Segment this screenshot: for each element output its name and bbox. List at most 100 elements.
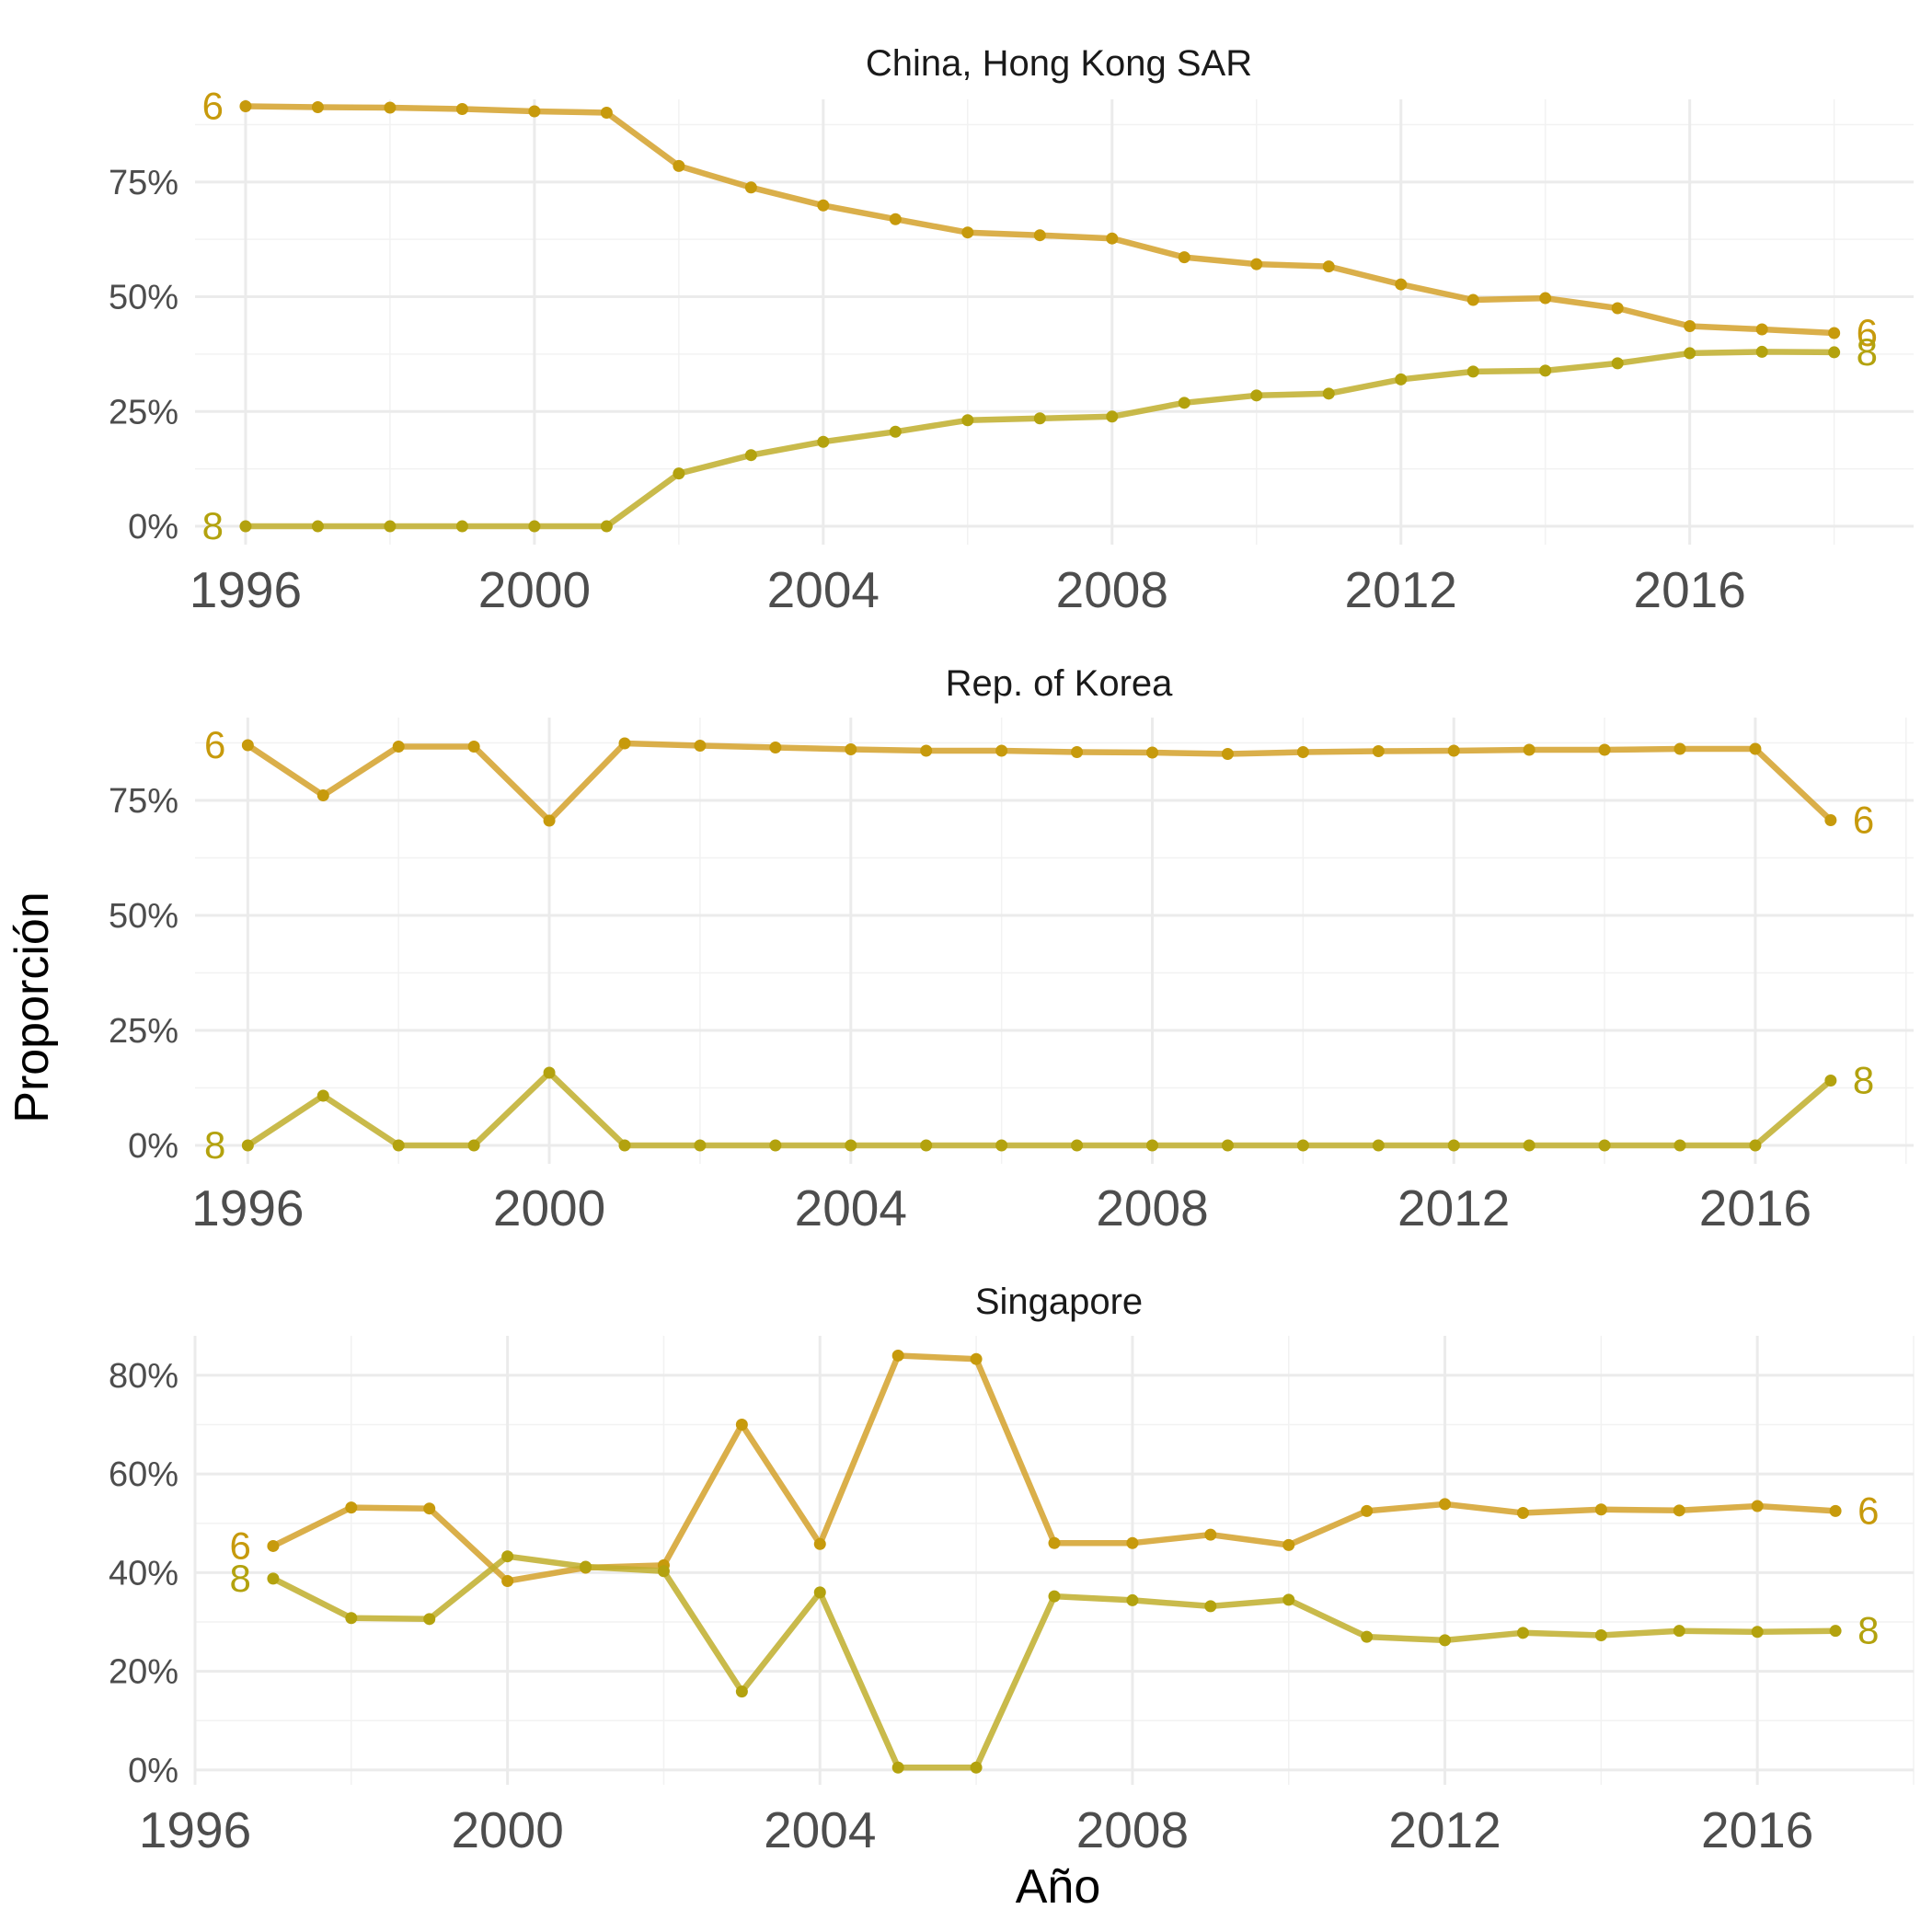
data-point-8 — [1146, 1139, 1159, 1152]
x-tick-label: 2000 — [451, 1801, 563, 1858]
data-point-8 — [1673, 1625, 1685, 1638]
data-point-6 — [1749, 742, 1762, 755]
data-point-8 — [316, 1089, 329, 1102]
y-tick-label: 25% — [109, 393, 178, 431]
data-point-8 — [345, 1612, 358, 1625]
data-point-6 — [600, 106, 613, 119]
data-point-8 — [813, 1586, 826, 1599]
data-point-6 — [1322, 260, 1335, 273]
x-axis-title: Año — [1016, 1860, 1101, 1914]
panel-3: 1996 2000 2004 2008 2012 2016 0% 20% 40% 60% 80% Si… — [109, 1282, 1915, 1858]
data-point-8 — [1749, 1139, 1762, 1152]
data-point-6 — [528, 105, 541, 118]
x-tick-label: 2004 — [764, 1801, 876, 1858]
data-point-6 — [1048, 1536, 1061, 1549]
y-tick-label: 0% — [128, 508, 178, 546]
data-point-6 — [920, 744, 933, 757]
data-point-6 — [467, 741, 480, 753]
data-point-6 — [970, 1352, 983, 1365]
y-tick-label: 60% — [109, 1455, 178, 1494]
data-point-6 — [1466, 293, 1479, 306]
x-tick-label: 2012 — [1345, 561, 1457, 618]
data-point-6 — [1828, 327, 1841, 339]
data-point-8 — [1539, 364, 1552, 377]
series-start-label-6: 6 — [204, 723, 225, 766]
y-tick-label: 75% — [109, 782, 178, 821]
data-point-8 — [1828, 346, 1841, 359]
series-end-label-6: 6 — [1857, 311, 1878, 354]
data-point-6 — [891, 1349, 904, 1362]
data-point-6 — [769, 742, 782, 753]
x-tick-label: 1996 — [139, 1801, 251, 1858]
data-point-8 — [543, 1066, 556, 1079]
data-point-6 — [889, 213, 902, 225]
y-tick-label: 25% — [109, 1012, 178, 1051]
data-point-6 — [1824, 814, 1837, 826]
x-tick-label: 2016 — [1701, 1801, 1813, 1858]
y-tick-label: 50% — [109, 279, 178, 317]
data-point-8 — [1751, 1626, 1764, 1639]
series-start-label-6: 6 — [230, 1524, 251, 1567]
data-point-8 — [618, 1139, 631, 1152]
data-point-6 — [392, 741, 405, 753]
data-point-8 — [267, 1572, 280, 1585]
data-point-8 — [1611, 357, 1624, 370]
x-tick-label: 2004 — [767, 561, 880, 618]
data-point-6 — [316, 789, 329, 801]
data-point-6 — [1673, 742, 1686, 755]
chart-panels: 1996 2000 2004 2008 2012 2016 0% 25% 50% 75% China… — [109, 43, 1915, 1858]
data-point-8 — [384, 520, 397, 533]
series-line-8 — [245, 1069, 1834, 1149]
data-point-6 — [995, 744, 1008, 757]
y-tick-label: 0% — [128, 1752, 178, 1790]
data-point-6 — [1829, 1504, 1842, 1517]
series-start-label-8: 8 — [202, 504, 224, 547]
data-point-8 — [600, 520, 613, 533]
data-point-8 — [1684, 347, 1696, 360]
data-point-6 — [1439, 1498, 1452, 1511]
series-start-label-6: 6 — [202, 84, 224, 127]
data-point-8 — [961, 414, 974, 427]
data-point-6 — [961, 226, 974, 239]
data-point-8 — [1447, 1139, 1460, 1152]
data-point-8 — [1439, 1634, 1452, 1647]
data-point-8 — [241, 1139, 254, 1152]
data-point-6 — [1372, 745, 1385, 757]
x-tick-label: 2000 — [493, 1179, 605, 1236]
data-point-8 — [1126, 1593, 1139, 1606]
data-point-6 — [1204, 1528, 1217, 1541]
series-start-label-8: 8 — [204, 1123, 225, 1167]
series-end-label-8: 8 — [1857, 330, 1878, 374]
data-point-8 — [673, 467, 685, 480]
data-point-8 — [817, 435, 830, 448]
data-point-6 — [311, 100, 324, 113]
y-tick-label: 0% — [128, 1127, 178, 1166]
data-point-8 — [735, 1685, 748, 1698]
data-point-8 — [1372, 1139, 1385, 1152]
panel-1: 1996 2000 2004 2008 2012 2016 0% 25% 50% 75% China… — [109, 43, 1914, 618]
data-point-6 — [1296, 746, 1309, 758]
data-point-8 — [1516, 1627, 1529, 1639]
data-point-6 — [813, 1537, 826, 1550]
data-point-6 — [241, 739, 254, 752]
data-point-6 — [1146, 746, 1159, 759]
data-point-6 — [673, 159, 685, 172]
data-point-6 — [1516, 1507, 1529, 1520]
data-point-6 — [543, 814, 556, 827]
data-point-6 — [1071, 746, 1084, 758]
data-point-8 — [1673, 1139, 1686, 1152]
data-point-6 — [423, 1502, 436, 1515]
y-tick-label: 50% — [109, 897, 178, 936]
data-point-6 — [1523, 743, 1535, 756]
data-point-6 — [1755, 323, 1768, 336]
data-point-6 — [1594, 1503, 1607, 1516]
series-line-6 — [242, 103, 1837, 337]
x-tick-label: 2016 — [1634, 561, 1746, 618]
data-point-6 — [1684, 319, 1696, 332]
data-point-6 — [735, 1419, 748, 1432]
data-point-8 — [1824, 1075, 1837, 1087]
series-end-label-6: 6 — [1857, 1489, 1879, 1532]
data-point-6 — [744, 181, 757, 194]
series-end-label-6: 6 — [1853, 799, 1874, 842]
y-tick-label: 20% — [109, 1653, 178, 1692]
